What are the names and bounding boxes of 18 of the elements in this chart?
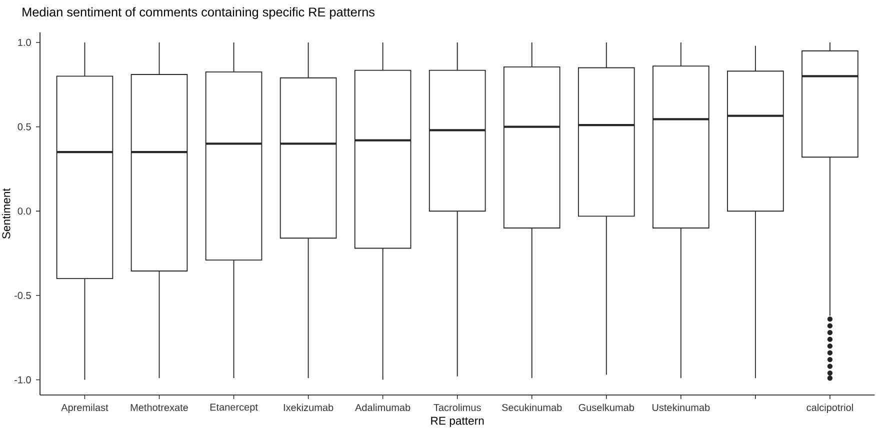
y-tick-label: 1.0 bbox=[18, 38, 31, 46]
x-tick-label: Guselkumab bbox=[578, 404, 634, 412]
x-axis-title: RE pattern bbox=[431, 416, 484, 427]
chart-title: Median sentiment of comments containing specific RE patterns bbox=[22, 7, 375, 20]
x-tick-label: Ixekizumab bbox=[284, 404, 334, 412]
x-tick-label: Tacrolimus bbox=[434, 404, 481, 412]
y-axis-title: Sentiment bbox=[2, 188, 10, 239]
y-tick-label: -0.5 bbox=[14, 292, 31, 300]
y-tick-label: -1.0 bbox=[14, 376, 31, 384]
x-tick-label: Apremilast bbox=[61, 404, 108, 414]
x-tick-label: Methotrexate bbox=[130, 404, 188, 412]
y-tick-label: 0.5 bbox=[18, 123, 31, 130]
x-tick-label: Ustekinumab bbox=[652, 404, 710, 412]
y-tick-label: 0.0 bbox=[18, 208, 31, 215]
x-tick-label: Etanercept bbox=[210, 404, 258, 413]
x-tick-label: calcipotriol bbox=[806, 404, 853, 414]
x-tick-label: Secukinumab bbox=[502, 404, 562, 412]
x-tick-label: Adalimumab bbox=[355, 404, 410, 412]
